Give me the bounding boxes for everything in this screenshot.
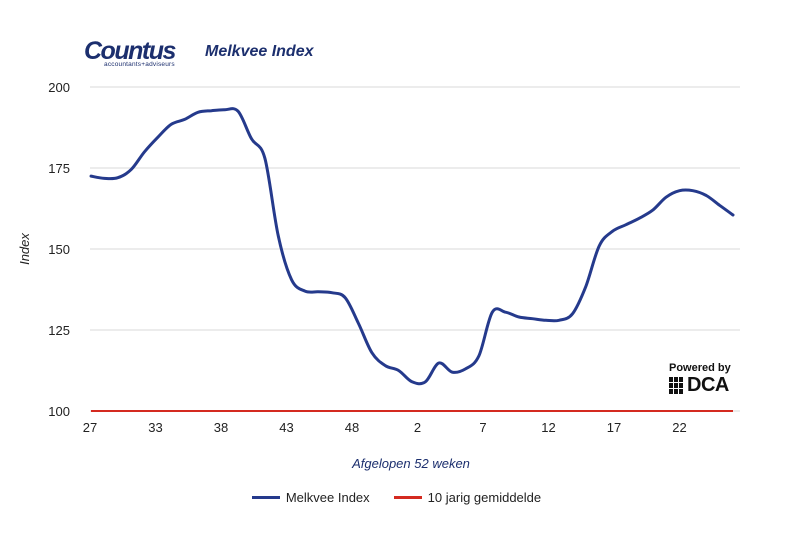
- legend-swatch-melkvee: [251, 496, 280, 499]
- y-tick-label: 200: [48, 80, 70, 95]
- x-tick-label: 17: [607, 420, 621, 435]
- x-axis-ticks: 27 33 38 43 48 2 7 12 17 22: [83, 420, 687, 435]
- x-tick-label: 38: [214, 420, 228, 435]
- y-tick-label: 175: [48, 161, 70, 176]
- powered-by-dca-badge: Powered by DCA: [664, 362, 742, 395]
- legend-item-average[interactable]: 10 jarig gemiddelde: [393, 490, 542, 505]
- x-tick-label: 33: [148, 420, 162, 435]
- x-tick-label: 7: [479, 420, 486, 435]
- dca-grid-icon: [669, 376, 683, 394]
- x-tick-label: 2: [414, 420, 421, 435]
- chart-legend: Melkvee Index 10 jarig gemiddelde: [0, 490, 793, 505]
- dca-brand-text: DCA: [687, 374, 729, 396]
- logo-word: Countus: [84, 37, 176, 65]
- series-line-melkvee-index: [89, 107, 735, 386]
- y-tick-label: 150: [48, 242, 70, 257]
- y-axis-ticks: 100 125 150 175 200: [48, 80, 70, 419]
- x-tick-label: 48: [345, 420, 359, 435]
- chart-grid: [90, 86, 740, 412]
- x-tick-label: 27: [83, 420, 97, 435]
- x-tick-label: 43: [279, 420, 293, 435]
- legend-item-melkvee[interactable]: Melkvee Index: [251, 490, 370, 505]
- y-tick-label: 125: [48, 323, 70, 338]
- legend-label-melkvee: Melkvee Index: [285, 490, 370, 505]
- legend-swatch-average: [393, 496, 422, 499]
- x-tick-label: 12: [541, 420, 555, 435]
- chart-title: Melkvee Index: [205, 43, 314, 60]
- x-tick-label: 22: [672, 420, 686, 435]
- chart-series: [89, 107, 735, 412]
- countus-logo: Countus accountants+adviseurs: [84, 36, 188, 70]
- logo-subtitle: accountants+adviseurs: [104, 61, 175, 68]
- powered-by-text: Powered by: [669, 362, 731, 374]
- legend-label-average: 10 jarig gemiddelde: [427, 490, 542, 505]
- y-tick-label: 100: [48, 404, 70, 419]
- y-axis-label: Index: [17, 233, 32, 265]
- x-axis-label: Afgelopen 52 weken: [351, 456, 470, 471]
